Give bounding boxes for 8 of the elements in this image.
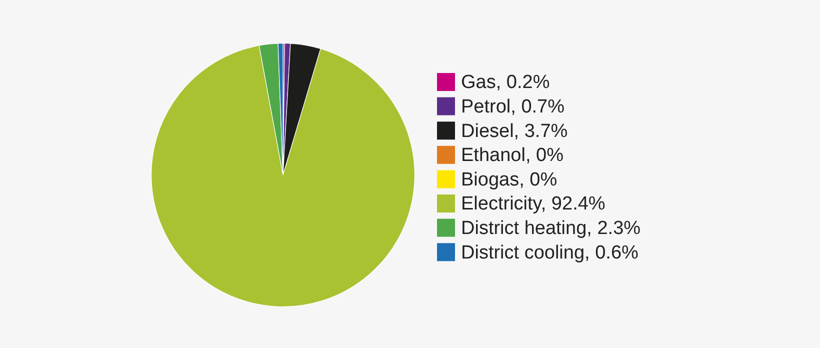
legend-label: Diesel, 3.7% xyxy=(461,120,568,142)
legend-label: District heating, 2.3% xyxy=(461,218,641,240)
legend-label: District cooling, 0.6% xyxy=(461,242,639,264)
legend-label: Ethanol, 0% xyxy=(461,145,564,166)
legend-label: Gas, 0.2% xyxy=(461,72,550,94)
legend-label: Electricity, 92.4% xyxy=(461,194,606,215)
legend-label: Biogas, 0% xyxy=(461,169,558,190)
legend-label: Petrol, 0.7% xyxy=(461,96,565,118)
